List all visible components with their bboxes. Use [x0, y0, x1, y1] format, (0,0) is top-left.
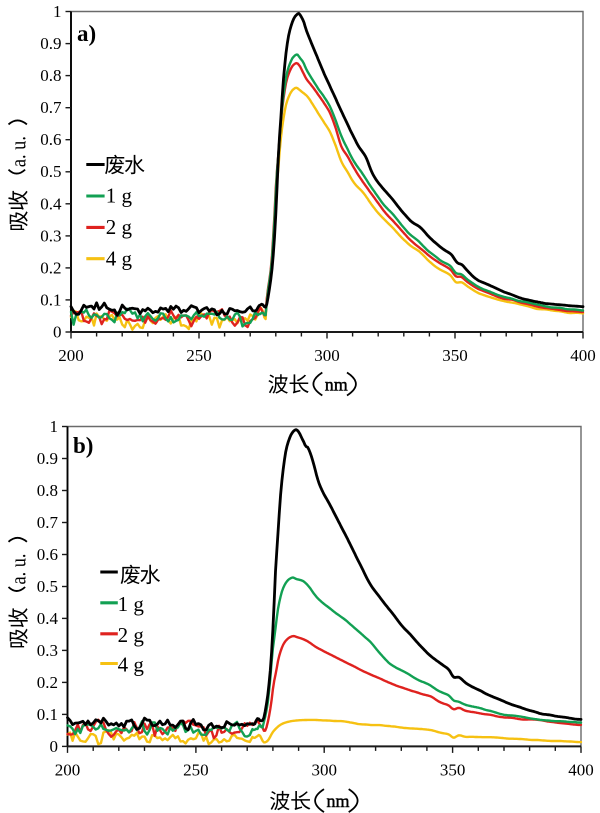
svg-text:0.6: 0.6 — [40, 130, 61, 149]
svg-text:350: 350 — [442, 346, 468, 365]
svg-text:200: 200 — [58, 346, 84, 365]
svg-text:nm: nm — [325, 375, 348, 395]
svg-text:nm: nm — [327, 791, 350, 811]
svg-text:0.5: 0.5 — [40, 162, 61, 181]
svg-text:4 g: 4 g — [106, 246, 133, 270]
svg-text:400: 400 — [568, 760, 594, 779]
svg-text:0.5: 0.5 — [37, 577, 58, 596]
svg-text:0.4: 0.4 — [40, 194, 62, 213]
svg-text:200: 200 — [55, 760, 81, 779]
svg-text:0.7: 0.7 — [40, 98, 62, 117]
svg-text:1: 1 — [53, 2, 62, 21]
svg-text:250: 250 — [186, 346, 212, 365]
svg-text:1 g: 1 g — [106, 184, 133, 208]
svg-text:a. u.: a. u. — [6, 554, 31, 585]
svg-text:1 g: 1 g — [118, 592, 145, 616]
svg-text:a. u.: a. u. — [6, 136, 31, 167]
svg-text:0.1: 0.1 — [40, 290, 61, 309]
svg-text:350: 350 — [440, 760, 466, 779]
svg-text:2 g: 2 g — [106, 215, 133, 239]
svg-text:b): b) — [73, 433, 93, 458]
svg-text:a): a) — [77, 21, 96, 46]
svg-text:0: 0 — [50, 737, 59, 756]
svg-text:300: 300 — [314, 346, 340, 365]
svg-text:0.6: 0.6 — [37, 545, 58, 564]
svg-text:0.2: 0.2 — [40, 258, 61, 277]
svg-text:0.9: 0.9 — [40, 34, 61, 53]
svg-text:400: 400 — [570, 346, 596, 365]
svg-text:0.3: 0.3 — [40, 226, 61, 245]
svg-text:0.8: 0.8 — [37, 481, 58, 500]
svg-text:1: 1 — [50, 417, 59, 436]
svg-text:0.9: 0.9 — [37, 449, 58, 468]
svg-text:250: 250 — [183, 760, 209, 779]
svg-text:0.8: 0.8 — [40, 66, 61, 85]
svg-text:300: 300 — [311, 760, 337, 779]
svg-text:0: 0 — [53, 323, 62, 342]
svg-text:0.4: 0.4 — [37, 609, 59, 628]
svg-text:4 g: 4 g — [118, 653, 145, 677]
svg-text:0.3: 0.3 — [37, 641, 58, 660]
svg-text:0.1: 0.1 — [37, 705, 58, 724]
svg-text:0.2: 0.2 — [37, 673, 58, 692]
svg-text:0.7: 0.7 — [37, 513, 59, 532]
svg-text:2 g: 2 g — [118, 623, 145, 647]
